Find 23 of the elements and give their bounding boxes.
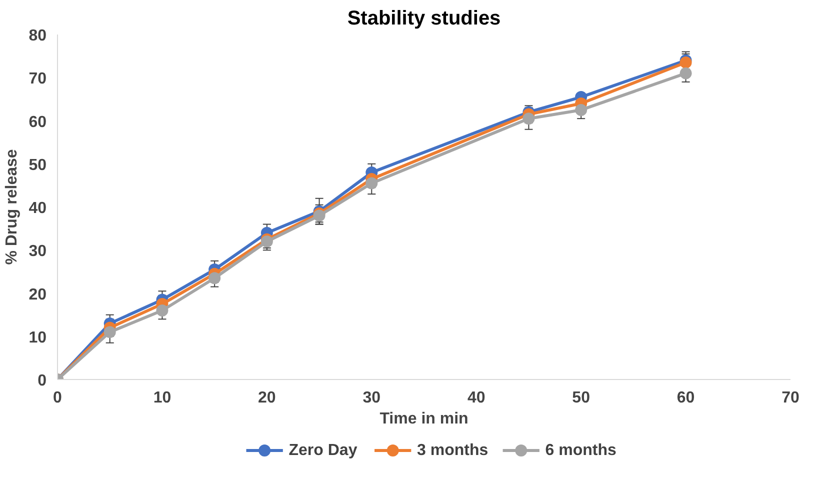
x-axis-title: Time in min bbox=[380, 410, 468, 428]
y-tick-label: 60 bbox=[28, 114, 47, 131]
x-tick-label: 40 bbox=[467, 390, 486, 406]
legend-label: Zero Day bbox=[288, 442, 358, 459]
x-tick-label: 60 bbox=[676, 390, 695, 406]
x-tick-label: 50 bbox=[572, 390, 590, 406]
x-tick-label: 70 bbox=[782, 390, 800, 406]
y-axis-title: % Drug release bbox=[4, 149, 21, 265]
y-tick-label: 20 bbox=[28, 286, 47, 304]
legend-label: 6 months bbox=[545, 442, 617, 459]
y-tick-label: 40 bbox=[28, 200, 47, 217]
y-tick-label: 50 bbox=[28, 156, 47, 174]
x-tick-label: 20 bbox=[258, 390, 276, 406]
legend-label: 3 months bbox=[417, 442, 488, 459]
y-tick-label: 0 bbox=[38, 372, 47, 390]
chart-title: Stability studies bbox=[347, 8, 501, 30]
x-tick-label: 10 bbox=[153, 390, 172, 406]
x-tick-label: 30 bbox=[362, 390, 381, 406]
y-tick-label: 30 bbox=[28, 243, 47, 260]
y-tick-label: 80 bbox=[28, 28, 47, 44]
y-tick-label: 10 bbox=[28, 329, 47, 346]
y-tick-label: 70 bbox=[28, 70, 47, 88]
x-tick-label: 0 bbox=[53, 390, 62, 406]
